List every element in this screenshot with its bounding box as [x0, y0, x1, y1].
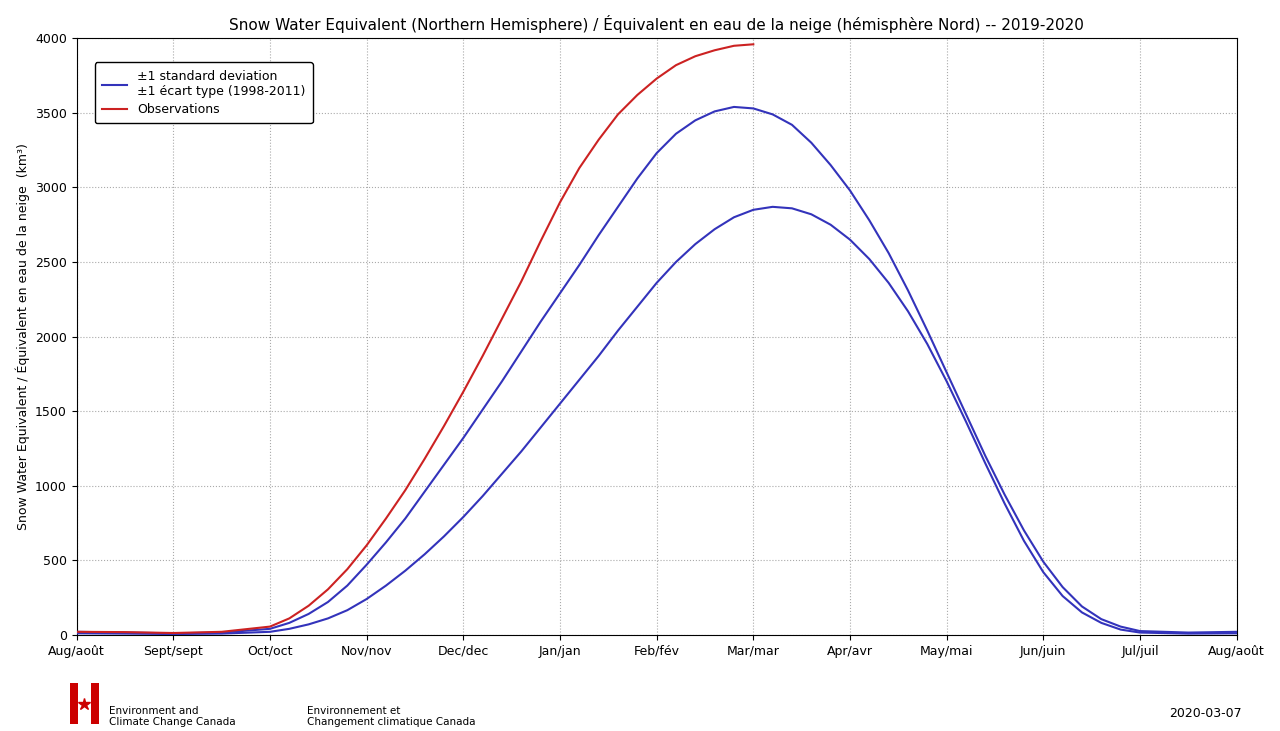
Text: Environnement et
Changement climatique Canada: Environnement et Changement climatique C…	[307, 705, 476, 727]
Y-axis label: Snow Water Equivalent / Équivalent en eau de la neige  (km³): Snow Water Equivalent / Équivalent en ea…	[15, 143, 29, 530]
Legend: ±1 standard deviation
±1 écart type (1998-2011), Observations: ±1 standard deviation ±1 écart type (199…	[95, 62, 312, 124]
Text: Environment and
Climate Change Canada: Environment and Climate Change Canada	[109, 705, 236, 727]
Text: 2020-03-07: 2020-03-07	[1169, 707, 1242, 720]
Title: Snow Water Equivalent (Northern Hemisphere) / Équivalent en eau de la neige (hém: Snow Water Equivalent (Northern Hemisphe…	[229, 15, 1084, 33]
